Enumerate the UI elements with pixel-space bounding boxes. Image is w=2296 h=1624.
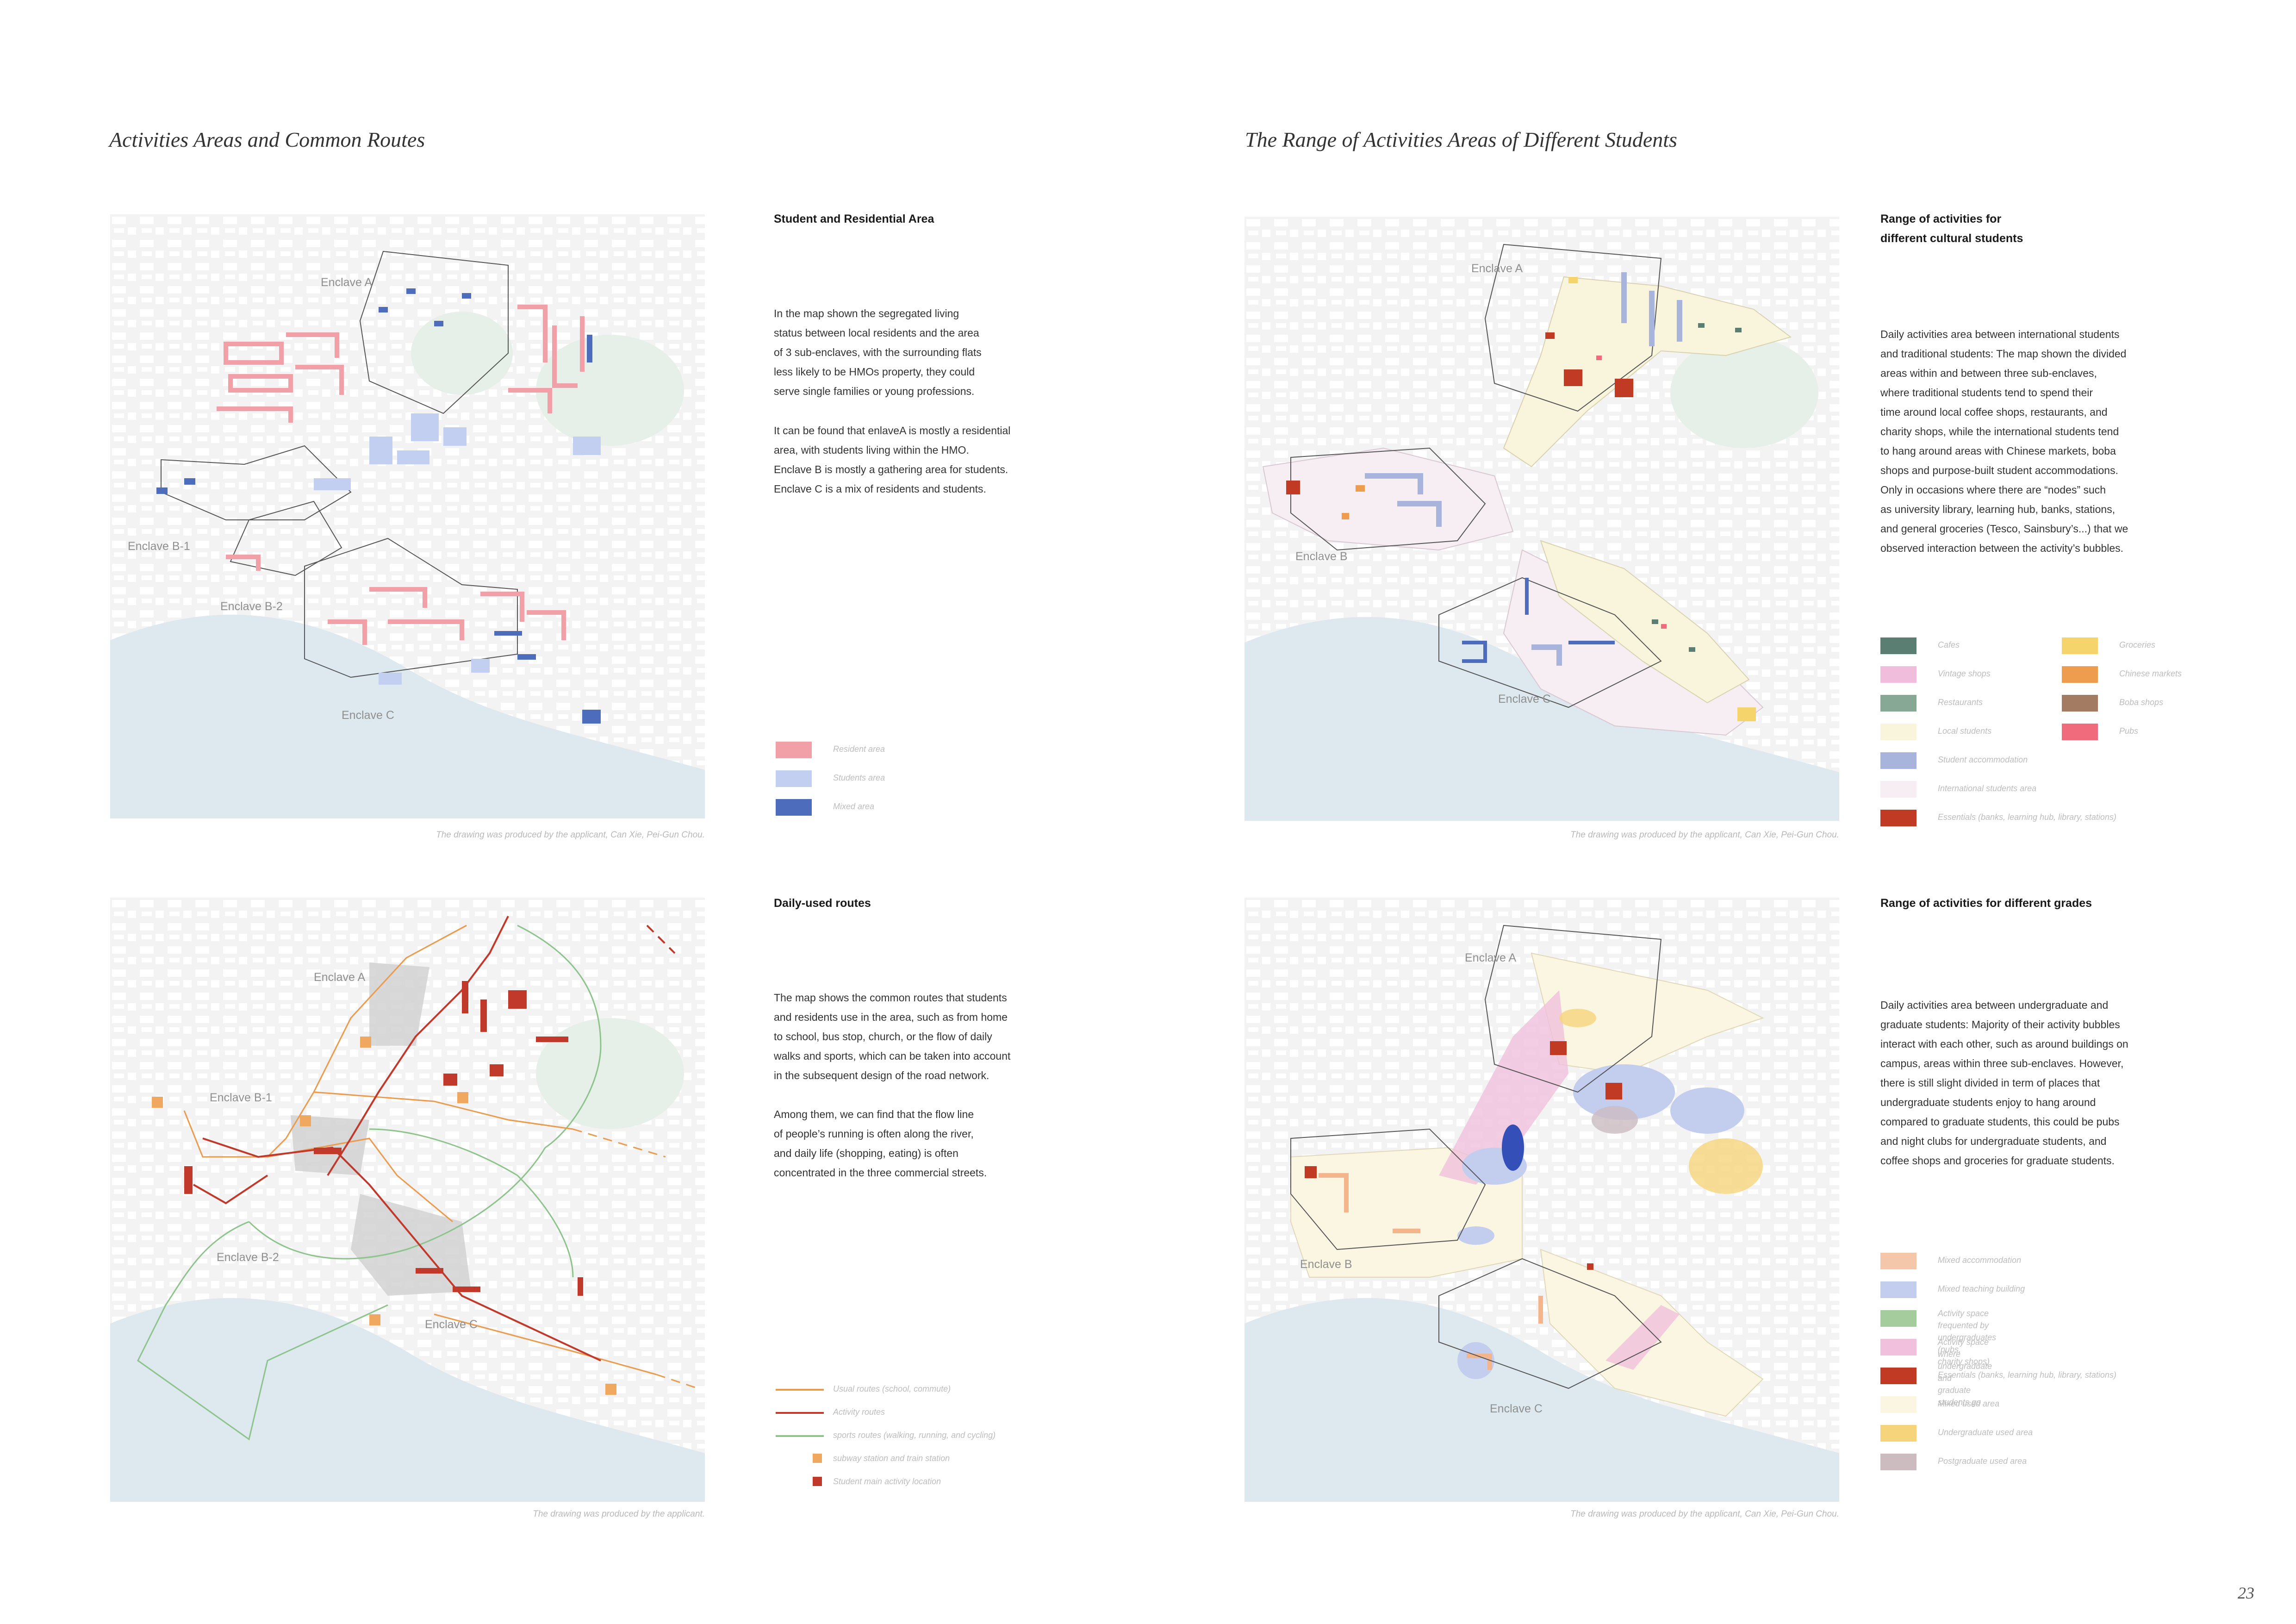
svg-text:Enclave C: Enclave C [342, 709, 394, 722]
svg-text:Enclave C: Enclave C [425, 1318, 478, 1331]
cultural-caption: The drawing was produced by the applican… [1570, 830, 1839, 840]
svg-text:Enclave C: Enclave C [1490, 1402, 1543, 1415]
cultural-paragraph-1: Daily activities area between internatio… [1880, 328, 2128, 554]
residential-paragraph-1: In the map shown the segregated living s… [774, 307, 982, 397]
svg-text:Enclave A: Enclave A [1465, 951, 1517, 964]
cultural-map: Enclave A Enclave B Enclave C [1244, 217, 1839, 821]
grades-map: Enclave A Enclave B Enclave C [1244, 898, 1839, 1502]
routes-enclave-labels: Enclave A Enclave B-1 Enclave B-2 Enclav… [210, 971, 478, 1331]
svg-text:Enclave B-2: Enclave B-2 [220, 600, 283, 613]
page-number: 23 [2238, 1584, 2254, 1602]
svg-text:Enclave B-1: Enclave B-1 [128, 540, 190, 553]
svg-text:Enclave A: Enclave A [1471, 262, 1523, 275]
svg-text:Enclave C: Enclave C [1498, 693, 1551, 706]
grades-heading: Range of activities for different grades [1880, 897, 2092, 910]
routes-paragraph-2: Among them, we can find that the flow li… [774, 1108, 987, 1179]
svg-text:Enclave A: Enclave A [321, 276, 373, 289]
cultural-heading: Range of activities for different cultur… [1880, 212, 2023, 245]
routes-caption: The drawing was produced by the applican… [533, 1509, 705, 1519]
residential-map: Enclave A Enclave B-1 Enclave B-2 Enclav… [110, 214, 705, 818]
svg-text:Enclave B: Enclave B [1295, 550, 1348, 563]
residential-caption: The drawing was produced by the applican… [436, 830, 705, 840]
svg-text:Enclave B-1: Enclave B-1 [210, 1091, 272, 1104]
residential-paragraph-2: It can be found that enlaveA is mostly a… [774, 425, 1011, 495]
residential-enclave-labels: Enclave A Enclave B-1 Enclave B-2 Enclav… [128, 276, 394, 722]
routes-map: Enclave A Enclave B-1 Enclave B-2 Enclav… [110, 898, 705, 1502]
grades-enclave-labels: Enclave A Enclave B Enclave C [1300, 951, 1543, 1415]
routes-paragraph-1: The map shows the common routes that stu… [774, 992, 1011, 1081]
cultural-enclave-labels: Enclave A Enclave B Enclave C [1295, 262, 1551, 706]
grades-paragraph-1: Daily activities area between undergradu… [1880, 999, 2128, 1167]
right-page-title: The Range of Activities Areas of Differe… [1245, 128, 1677, 151]
svg-text:Enclave B: Enclave B [1300, 1258, 1352, 1271]
grades-caption: The drawing was produced by the applican… [1570, 1509, 1839, 1519]
svg-text:Enclave B-2: Enclave B-2 [217, 1251, 279, 1264]
svg-text:Enclave A: Enclave A [314, 971, 366, 984]
left-page-title: Activities Areas and Common Routes [109, 128, 425, 151]
residential-heading: Student and Residential Area [774, 212, 934, 225]
routes-heading: Daily-used routes [774, 897, 871, 910]
